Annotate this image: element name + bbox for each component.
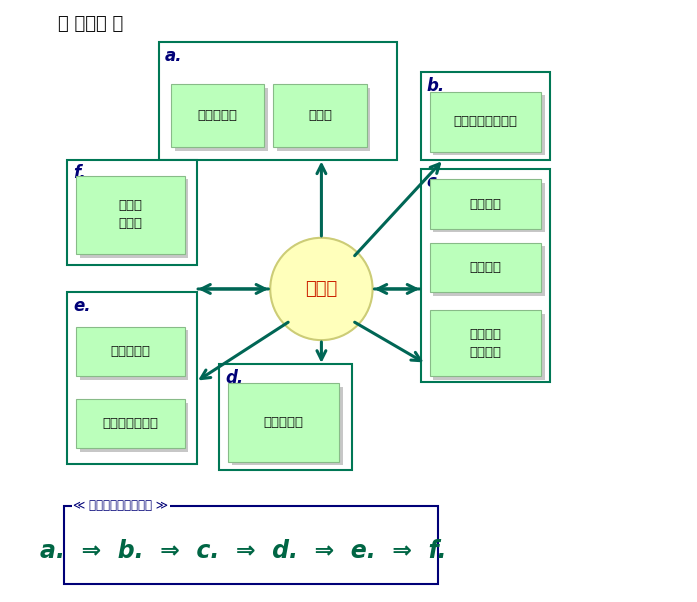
FancyBboxPatch shape (174, 88, 268, 151)
FancyBboxPatch shape (421, 169, 550, 382)
Text: 先　生: 先 生 (305, 280, 337, 298)
Text: 都市銀行: 都市銀行 (470, 197, 501, 211)
FancyBboxPatch shape (219, 364, 351, 470)
Text: クレジット会社: クレジット会社 (102, 417, 159, 430)
FancyBboxPatch shape (77, 327, 185, 376)
Circle shape (270, 238, 373, 340)
Text: 【 参照図 】: 【 参照図 】 (59, 15, 123, 33)
FancyBboxPatch shape (68, 292, 197, 464)
Text: c.: c. (427, 173, 443, 191)
Text: 信用金庫
信用組合: 信用金庫 信用組合 (470, 327, 501, 359)
FancyBboxPatch shape (228, 383, 339, 462)
FancyBboxPatch shape (434, 246, 545, 296)
FancyBboxPatch shape (80, 179, 188, 258)
FancyBboxPatch shape (64, 506, 438, 584)
FancyBboxPatch shape (80, 330, 188, 380)
Text: 地方銀行: 地方銀行 (470, 261, 501, 274)
Text: 知　人: 知 人 (308, 110, 332, 122)
FancyBboxPatch shape (434, 183, 545, 232)
Circle shape (298, 266, 344, 312)
FancyBboxPatch shape (77, 399, 185, 448)
Text: e.: e. (73, 297, 91, 315)
Circle shape (283, 250, 360, 327)
Text: 日本政策金融公庫: 日本政策金融公庫 (454, 115, 517, 128)
FancyBboxPatch shape (277, 88, 370, 151)
FancyBboxPatch shape (434, 314, 545, 380)
Text: a.  ⇒  b.  ⇒  c.  ⇒  d.  ⇒  e.  ⇒  f.: a. ⇒ b. ⇒ c. ⇒ d. ⇒ e. ⇒ f. (40, 539, 447, 563)
FancyBboxPatch shape (68, 160, 197, 265)
FancyBboxPatch shape (273, 84, 367, 147)
Text: a.: a. (165, 47, 183, 65)
Circle shape (270, 238, 373, 340)
Text: リース会社: リース会社 (111, 345, 151, 358)
FancyBboxPatch shape (231, 387, 343, 465)
FancyBboxPatch shape (430, 179, 541, 229)
FancyBboxPatch shape (434, 95, 545, 155)
Text: ≪ 資金調達の検討順序 ≫: ≪ 資金調達の検討順序 ≫ (73, 499, 169, 512)
Text: 県・市町村: 県・市町村 (263, 416, 304, 429)
FancyBboxPatch shape (430, 92, 541, 152)
Text: 出　資
投資家: 出 資 投資家 (118, 199, 143, 231)
Text: b.: b. (427, 77, 445, 95)
FancyBboxPatch shape (159, 42, 397, 160)
Text: f.: f. (73, 164, 86, 182)
Text: d.: d. (225, 369, 243, 387)
FancyBboxPatch shape (430, 243, 541, 292)
FancyBboxPatch shape (421, 72, 550, 160)
FancyBboxPatch shape (80, 403, 188, 452)
Text: 家族・親戚: 家族・親戚 (197, 110, 238, 122)
FancyBboxPatch shape (171, 84, 264, 147)
FancyBboxPatch shape (430, 310, 541, 376)
FancyBboxPatch shape (77, 176, 185, 254)
